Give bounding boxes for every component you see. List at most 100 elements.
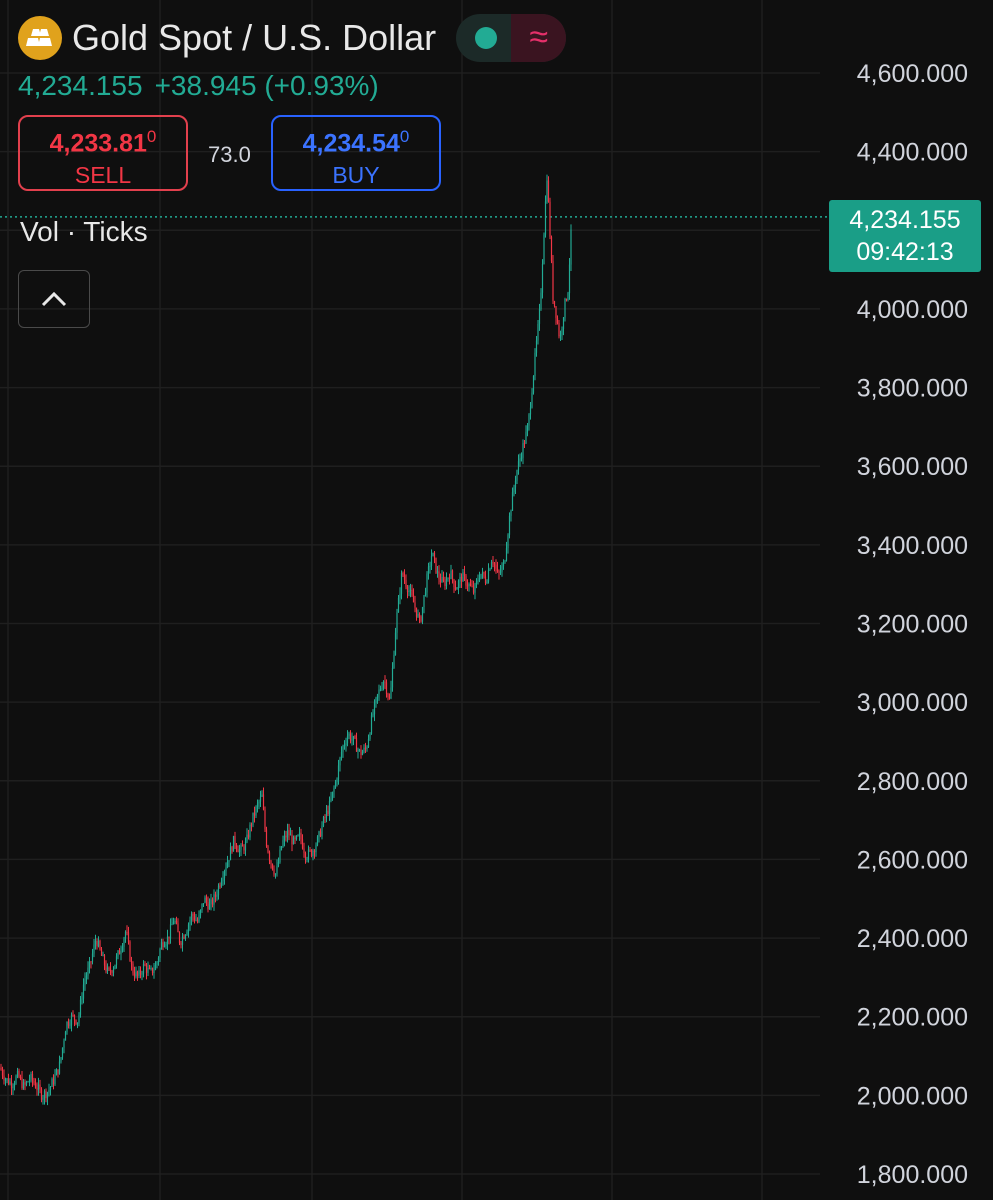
candle-body bbox=[1, 1069, 4, 1076]
candle-body bbox=[448, 577, 451, 579]
candle-body bbox=[495, 564, 497, 569]
candle-body bbox=[435, 557, 437, 573]
candle-body bbox=[201, 903, 203, 911]
candle-body bbox=[96, 940, 98, 947]
candle-body bbox=[486, 581, 488, 584]
approx-equal-icon[interactable]: ≈ bbox=[511, 14, 567, 62]
candle-body bbox=[171, 924, 173, 926]
candle-body bbox=[564, 298, 566, 318]
candle-body bbox=[159, 949, 161, 958]
candle-body bbox=[439, 579, 442, 583]
candle-body bbox=[136, 971, 139, 976]
candle-body bbox=[487, 570, 490, 582]
indicator-legend[interactable]: Vol · Ticks bbox=[20, 216, 148, 247]
candle-body bbox=[316, 836, 319, 846]
candle-body bbox=[196, 920, 199, 922]
candle-body bbox=[285, 835, 287, 838]
candle-body bbox=[36, 1087, 38, 1090]
candle-body bbox=[151, 967, 154, 974]
candle-body bbox=[505, 548, 508, 561]
collapse-legend-button[interactable] bbox=[18, 270, 90, 328]
candle-body bbox=[280, 846, 283, 850]
candle-body bbox=[418, 613, 421, 617]
y-axis-tick-label: 3,000.000 bbox=[857, 689, 968, 717]
candle-body bbox=[547, 180, 550, 202]
candle-body bbox=[214, 894, 217, 897]
candle-body bbox=[360, 749, 362, 755]
candle-body bbox=[333, 787, 335, 792]
candle-body bbox=[265, 829, 268, 847]
candle-body bbox=[321, 825, 323, 837]
candle-body bbox=[552, 261, 554, 301]
candle-body bbox=[207, 902, 209, 910]
candle-body bbox=[28, 1079, 31, 1082]
candle-body bbox=[244, 841, 247, 851]
chart-mode-toggle[interactable]: ≈ bbox=[456, 14, 567, 62]
candle-body bbox=[456, 588, 458, 590]
candle-body bbox=[192, 913, 194, 917]
candle-body bbox=[489, 568, 491, 571]
candle-body bbox=[496, 568, 499, 572]
candle-body bbox=[145, 965, 148, 973]
candle-body bbox=[82, 984, 85, 999]
candle-body bbox=[396, 612, 398, 633]
candle-body bbox=[67, 1021, 70, 1026]
candle-body bbox=[210, 899, 212, 904]
chevron-up-icon bbox=[41, 291, 67, 307]
candle-body bbox=[553, 300, 556, 307]
candle-body bbox=[249, 824, 251, 838]
candle-body bbox=[150, 967, 152, 969]
candle-body bbox=[363, 747, 365, 752]
candle-body bbox=[219, 885, 221, 887]
candle-body bbox=[451, 570, 454, 580]
candle-body bbox=[387, 693, 389, 698]
candle-body bbox=[336, 779, 338, 782]
candle-body bbox=[66, 1021, 68, 1032]
candle-body bbox=[81, 998, 83, 1000]
buy-button[interactable]: 4,234.540 BUY bbox=[271, 115, 441, 191]
buy-price-pip: 0 bbox=[399, 127, 410, 146]
candle-body bbox=[481, 572, 484, 574]
candle-body bbox=[357, 749, 359, 752]
candle-body bbox=[531, 392, 533, 408]
candle-body bbox=[403, 575, 406, 580]
candle-body bbox=[105, 965, 107, 972]
candle-body bbox=[120, 950, 122, 955]
candle-body bbox=[424, 592, 427, 596]
candle-body bbox=[156, 962, 158, 965]
candle-body bbox=[90, 961, 92, 963]
candle-body bbox=[226, 861, 229, 868]
candle-body bbox=[339, 757, 341, 766]
candle-body bbox=[369, 733, 371, 739]
candle-body bbox=[237, 848, 239, 853]
candle-body bbox=[30, 1073, 32, 1080]
symbol-title[interactable]: Gold Spot / U.S. Dollar bbox=[72, 17, 437, 58]
candle-body bbox=[78, 1014, 80, 1023]
candle-body bbox=[220, 881, 223, 887]
candle-body bbox=[75, 1019, 77, 1024]
sell-button[interactable]: 4,233.810 SELL bbox=[18, 115, 188, 191]
candle-body bbox=[477, 580, 479, 582]
candle-body bbox=[52, 1079, 55, 1085]
candle-body bbox=[567, 293, 569, 301]
candle-body bbox=[460, 576, 463, 582]
candle-body bbox=[502, 562, 505, 567]
candle-body bbox=[484, 576, 487, 584]
candle-body bbox=[399, 593, 401, 599]
candle-body bbox=[54, 1075, 56, 1085]
candle-body bbox=[504, 560, 506, 563]
candle-body bbox=[97, 940, 100, 947]
candle-body bbox=[270, 860, 272, 864]
candle-body bbox=[400, 573, 403, 594]
candle-body bbox=[172, 922, 175, 925]
candle-body bbox=[259, 796, 262, 802]
candle-body bbox=[342, 745, 344, 752]
price-change: +38.945 (+0.93%) bbox=[154, 70, 379, 101]
candle-body bbox=[393, 654, 395, 668]
candle-body bbox=[538, 309, 541, 324]
candle-body bbox=[72, 1014, 74, 1016]
candle-body bbox=[568, 264, 571, 294]
candle-body bbox=[169, 924, 172, 939]
candle-body bbox=[330, 798, 332, 801]
